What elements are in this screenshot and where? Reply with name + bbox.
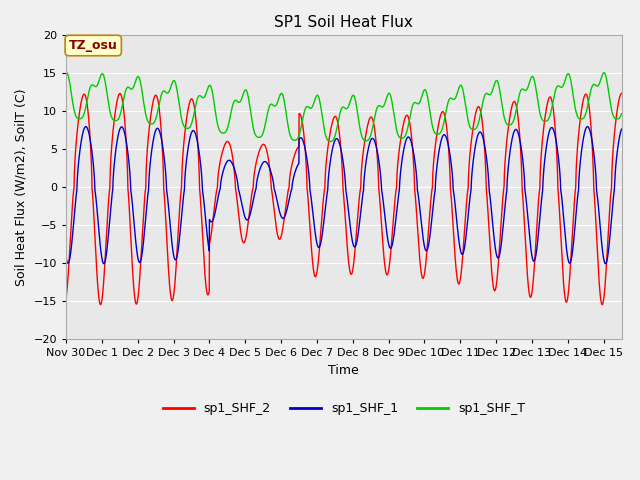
Y-axis label: Soil Heat Flux (W/m2), SoilT (C): Soil Heat Flux (W/m2), SoilT (C): [15, 89, 28, 286]
sp1_SHF_1: [100, 261, 108, 266]
sp1_SHF_T: [326, 139, 334, 144]
Text: TZ_osu: TZ_osu: [69, 39, 118, 52]
sp1_SHF_T: [618, 111, 625, 117]
sp1_SHF_T: [607, 104, 615, 110]
sp1_SHF_2: [276, 236, 284, 242]
sp1_SHF_2: [97, 302, 104, 308]
sp1_SHF_2: [547, 96, 555, 101]
sp1_SHF_2: [62, 295, 70, 300]
Title: SP1 Soil Heat Flux: SP1 Soil Heat Flux: [275, 15, 413, 30]
Line: sp1_SHF_1: sp1_SHF_1: [66, 127, 621, 264]
sp1_SHF_1: [547, 125, 555, 131]
sp1_SHF_1: [159, 143, 166, 149]
sp1_SHF_1: [275, 208, 283, 214]
sp1_SHF_1: [618, 126, 625, 132]
sp1_SHF_2: [126, 215, 134, 221]
sp1_SHF_T: [547, 108, 555, 114]
sp1_SHF_2: [618, 91, 625, 96]
sp1_SHF_T: [159, 89, 166, 95]
sp1_SHF_2: [607, 190, 615, 195]
Legend: sp1_SHF_2, sp1_SHF_1, sp1_SHF_T: sp1_SHF_2, sp1_SHF_1, sp1_SHF_T: [157, 397, 530, 420]
sp1_SHF_2: [300, 128, 307, 134]
sp1_SHF_2: [116, 91, 124, 96]
Line: sp1_SHF_T: sp1_SHF_T: [66, 72, 621, 142]
X-axis label: Time: Time: [328, 364, 359, 377]
sp1_SHF_1: [126, 167, 134, 172]
sp1_SHF_T: [300, 113, 307, 119]
sp1_SHF_T: [63, 70, 70, 75]
sp1_SHF_1: [607, 222, 615, 228]
sp1_SHF_T: [62, 70, 70, 76]
sp1_SHF_1: [300, 139, 307, 144]
sp1_SHF_2: [159, 154, 166, 160]
sp1_SHF_T: [275, 94, 283, 100]
Line: sp1_SHF_2: sp1_SHF_2: [66, 94, 621, 305]
sp1_SHF_1: [584, 124, 591, 130]
sp1_SHF_T: [126, 85, 134, 91]
sp1_SHF_1: [62, 255, 70, 261]
